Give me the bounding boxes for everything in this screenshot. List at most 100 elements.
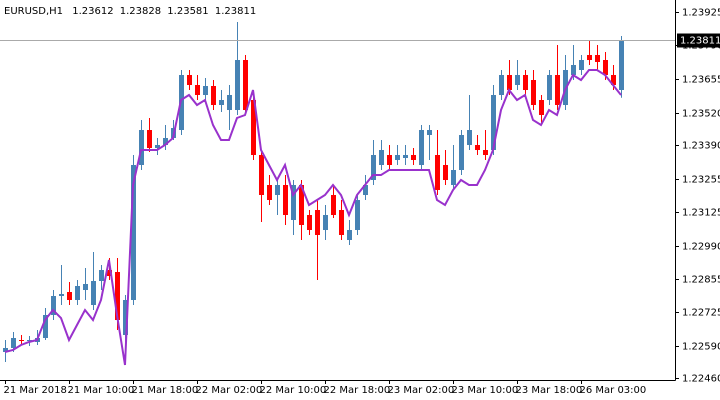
candle-body <box>507 75 512 90</box>
candle-body <box>163 138 168 145</box>
candle-body <box>139 130 144 165</box>
candle-body <box>131 165 136 300</box>
candle-body <box>147 130 152 148</box>
candle-body <box>83 284 88 290</box>
candle-body <box>595 55 600 62</box>
candle-body <box>283 185 288 215</box>
candle-body <box>411 155 416 160</box>
x-tick-label: 23 Mar 18:00 <box>516 385 583 396</box>
y-tick-label: 1.23390 <box>682 141 720 152</box>
candle-body <box>291 185 296 220</box>
candle-body <box>459 135 464 170</box>
y-tick-label: 1.23925 <box>682 8 720 19</box>
candle-body <box>235 60 240 110</box>
x-tick-label: 22 Mar 02:00 <box>196 385 263 396</box>
candle-body <box>587 55 592 60</box>
candle-body <box>227 95 232 110</box>
ohlc-high: 1.23828 <box>120 6 161 17</box>
candle-body <box>339 210 344 235</box>
candle-body <box>363 185 368 195</box>
candle-body <box>315 210 320 235</box>
candle-body <box>11 338 16 348</box>
x-tick-label: 21 Mar 2018 <box>4 385 67 396</box>
candle-body <box>515 75 520 85</box>
candle-body <box>531 80 536 105</box>
candle-body <box>203 86 208 95</box>
candle-body <box>195 85 200 95</box>
candle-body <box>115 272 120 320</box>
candle-body <box>443 165 448 180</box>
candle-body <box>107 270 112 276</box>
indicator-line <box>4 69 622 366</box>
y-tick-label: 1.23255 <box>682 175 720 186</box>
candle-body <box>259 155 264 195</box>
candle-body <box>3 348 8 352</box>
x-tick-label: 21 Mar 18:00 <box>132 385 199 396</box>
ohlc-low: 1.23581 <box>167 6 208 17</box>
candle-body <box>435 155 440 190</box>
candle-body <box>499 75 504 95</box>
candle-body <box>523 75 528 90</box>
candle-body <box>123 300 128 335</box>
x-tick-label: 21 Mar 10:00 <box>68 385 135 396</box>
chart-title: EURUSD,H1 1.23612 1.23828 1.23581 1.2381… <box>4 6 256 17</box>
ohlc-open: 1.23612 <box>72 6 113 17</box>
y-tick-label: 1.23125 <box>682 208 720 219</box>
candle-body <box>99 270 104 281</box>
x-tick-label: 22 Mar 18:00 <box>324 385 391 396</box>
candle-body <box>483 150 488 155</box>
candle-body <box>387 155 392 165</box>
candle-body <box>299 185 304 225</box>
candle-body <box>27 340 32 341</box>
candle-body <box>179 75 184 130</box>
candle-body <box>331 195 336 215</box>
candle-body <box>19 340 24 341</box>
candle-body <box>579 60 584 70</box>
candle-body <box>307 215 312 230</box>
plot-area <box>3 22 624 366</box>
candle-body <box>539 100 544 115</box>
ohlc-close: 1.23811 <box>215 6 256 17</box>
candle-body <box>379 150 384 165</box>
y-tick-label: 1.23655 <box>682 75 720 86</box>
candle-body <box>275 185 280 195</box>
candle-body <box>67 292 72 300</box>
candle-body <box>419 130 424 165</box>
x-tick-label: 23 Mar 10:00 <box>452 385 519 396</box>
candle-body <box>451 170 456 185</box>
candle-body <box>395 155 400 160</box>
candle-body <box>475 145 480 150</box>
candle-body <box>467 130 472 145</box>
candle-body <box>187 75 192 85</box>
candle-body <box>43 315 48 338</box>
candle-body <box>427 130 432 135</box>
candle-body <box>323 215 328 230</box>
candle-body <box>75 286 80 300</box>
symbol: EURUSD,H1 <box>4 6 63 17</box>
candle-body <box>371 155 376 180</box>
candle-body <box>355 200 360 230</box>
current-price-box <box>677 33 720 48</box>
y-tick-label: 1.22590 <box>682 342 720 353</box>
x-tick-label: 26 Mar 03:00 <box>580 385 647 396</box>
candle-body <box>347 230 352 240</box>
candle-body <box>267 185 272 200</box>
candle-body <box>219 100 224 105</box>
candle-body <box>547 75 552 100</box>
candle-body <box>59 294 64 296</box>
y-tick-label: 1.22460 <box>682 374 720 385</box>
candle-body <box>91 281 96 305</box>
candle-body <box>571 65 576 75</box>
x-tick-label: 22 Mar 10:00 <box>260 385 327 396</box>
candle-body <box>491 95 496 150</box>
y-tick-label: 1.22855 <box>682 275 720 286</box>
candle-body <box>603 60 608 75</box>
candle-body <box>243 60 248 110</box>
candle-body <box>251 100 256 155</box>
y-tick-label: 1.23520 <box>682 109 720 120</box>
x-tick-label: 23 Mar 02:00 <box>388 385 455 396</box>
y-tick-label: 1.22990 <box>682 242 720 253</box>
y-tick-label: 1.22725 <box>682 308 720 319</box>
candle-body <box>611 75 616 85</box>
